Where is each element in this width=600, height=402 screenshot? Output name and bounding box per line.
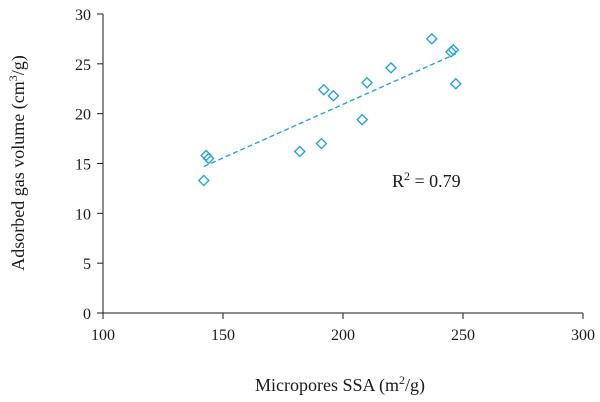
y-axis-title-tail: /g) [8, 55, 29, 75]
x-tick-label: 250 [451, 327, 475, 344]
trendline [203, 53, 457, 168]
y-tick-label: 10 [75, 206, 91, 223]
y-tick-label: 5 [83, 256, 91, 273]
data-point [315, 137, 328, 150]
x-axis-title-main: Micropores SSA (m [255, 375, 399, 396]
r-squared-value: = 0.79 [410, 171, 461, 191]
y-axis-title-main: Adsorbed gas volume (cm [8, 81, 29, 270]
y-tick-label: 0 [83, 306, 91, 323]
data-point [197, 174, 210, 187]
x-tick-label: 300 [571, 327, 595, 344]
x-tick-label: 200 [331, 327, 355, 344]
x-axis-title-superscript: 2 [399, 373, 405, 387]
x-tick-label: 100 [91, 327, 115, 344]
data-point [327, 89, 340, 102]
y-tick-label: 15 [75, 157, 91, 174]
data-point [356, 113, 369, 126]
x-axis-title-tail: /g) [405, 375, 425, 396]
y-tick-label: 25 [75, 57, 91, 74]
data-point [361, 76, 373, 89]
data-point [202, 152, 215, 165]
y-tick-label: 30 [75, 7, 91, 24]
data-point [447, 43, 460, 56]
data-points [197, 32, 462, 187]
y-axis-title-superscript: 3 [6, 75, 20, 81]
y-axis-title: Adsorbed gas volume (cm3/g) [6, 55, 29, 270]
data-point [317, 83, 330, 96]
x-ticks: 100 150 200 250 300 [91, 313, 595, 344]
data-point [293, 145, 306, 158]
y-ticks: 0 5 10 15 20 25 30 [75, 7, 103, 323]
data-point [425, 32, 438, 45]
x-axis-title: Micropores SSA (m2/g) [255, 373, 425, 396]
r-squared-label: R [392, 171, 404, 191]
trendline-group [203, 53, 457, 168]
r-squared-superscript: 2 [404, 169, 410, 183]
x-tick-label: 150 [211, 327, 235, 344]
data-point [385, 61, 397, 74]
r-squared-annotation: R2 = 0.79 [392, 169, 461, 191]
axes [102, 14, 583, 314]
y-tick-label: 20 [75, 107, 91, 124]
data-point [445, 45, 457, 58]
data-point [449, 77, 462, 90]
